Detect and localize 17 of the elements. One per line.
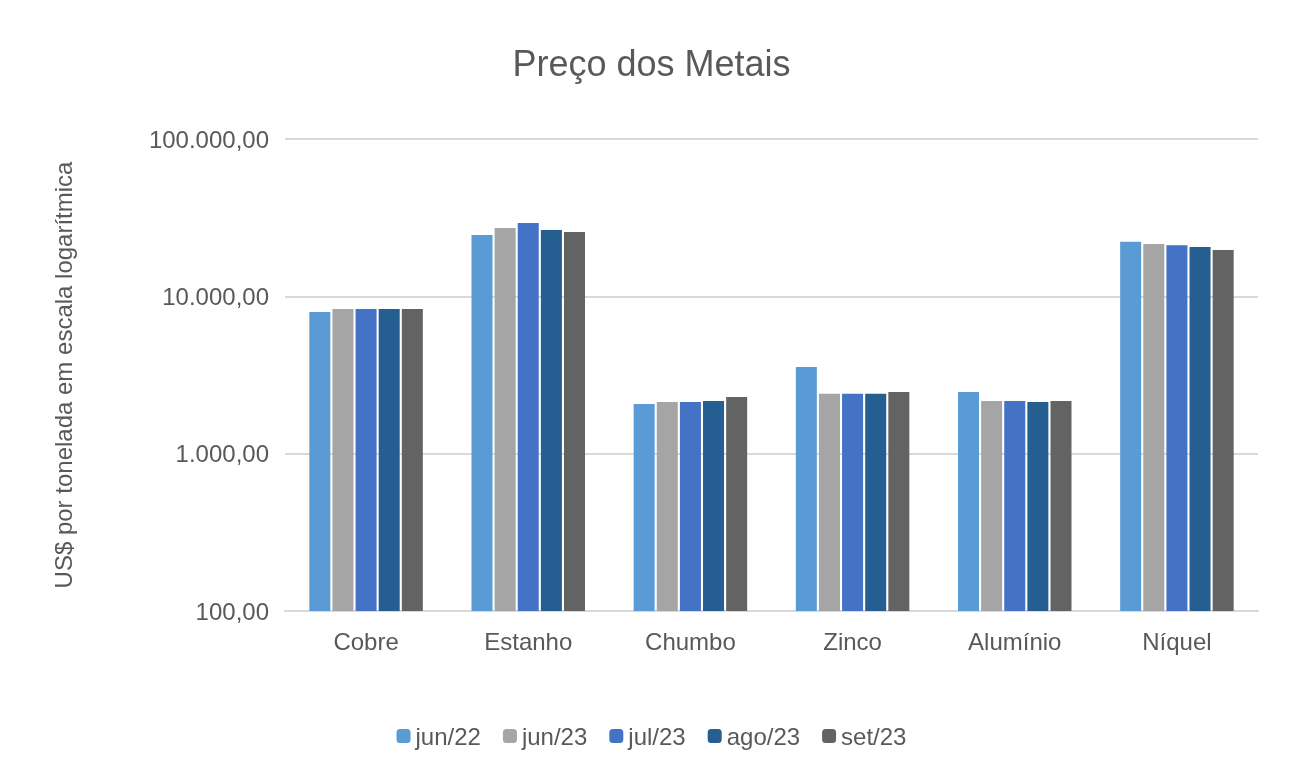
x-tick-label: Cobre (333, 627, 399, 655)
legend-label: jun/23 (520, 722, 588, 750)
y-tick-label: 10.000,00 (162, 282, 269, 310)
x-tick-label: Níquel (1142, 627, 1212, 655)
legend-label: set/23 (841, 722, 907, 750)
y-tick-label: 100,00 (195, 597, 269, 625)
y-tick-label: 1.000,00 (175, 440, 269, 468)
x-tick-label: Estanho (484, 627, 573, 655)
x-tick-label: Alumínio (968, 627, 1062, 655)
y-axis-title: US$ por tonelada em escala logarítmica (49, 160, 77, 589)
legend-label: jul/23 (627, 722, 686, 750)
x-tick-label: Chumbo (645, 627, 736, 655)
y-tick-label: 100.000,00 (148, 125, 269, 153)
legend-label: jun/22 (414, 722, 481, 750)
x-tick-label: Zinco (823, 627, 882, 655)
legend-label: ago/23 (726, 722, 801, 750)
chart-title: Preço dos Metais (512, 42, 791, 84)
